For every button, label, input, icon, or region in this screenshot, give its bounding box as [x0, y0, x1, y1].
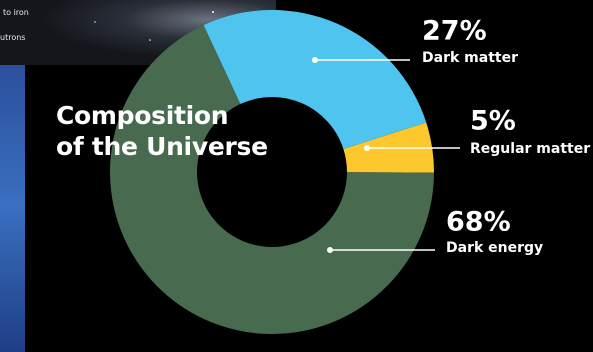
- value-label: 68%: [446, 207, 511, 238]
- inset-text: to iron: [3, 8, 29, 17]
- leader-dot: [364, 145, 370, 151]
- leader-dot: [312, 57, 318, 63]
- inset-text: utrons: [0, 33, 25, 42]
- star: [149, 39, 151, 41]
- leader-dot: [327, 247, 333, 253]
- category-label: Regular matter: [470, 141, 590, 157]
- value-label: 27%: [422, 16, 487, 47]
- category-label: Dark energy: [446, 240, 543, 256]
- nebula-strip: [0, 60, 25, 352]
- donut-slice: [110, 25, 434, 335]
- chart-title: Composition of the Universe: [56, 101, 268, 161]
- star: [212, 11, 214, 13]
- donut-slice: [203, 10, 427, 150]
- category-label: Dark matter: [422, 50, 518, 66]
- value-label: 5%: [470, 106, 516, 137]
- star: [94, 21, 96, 23]
